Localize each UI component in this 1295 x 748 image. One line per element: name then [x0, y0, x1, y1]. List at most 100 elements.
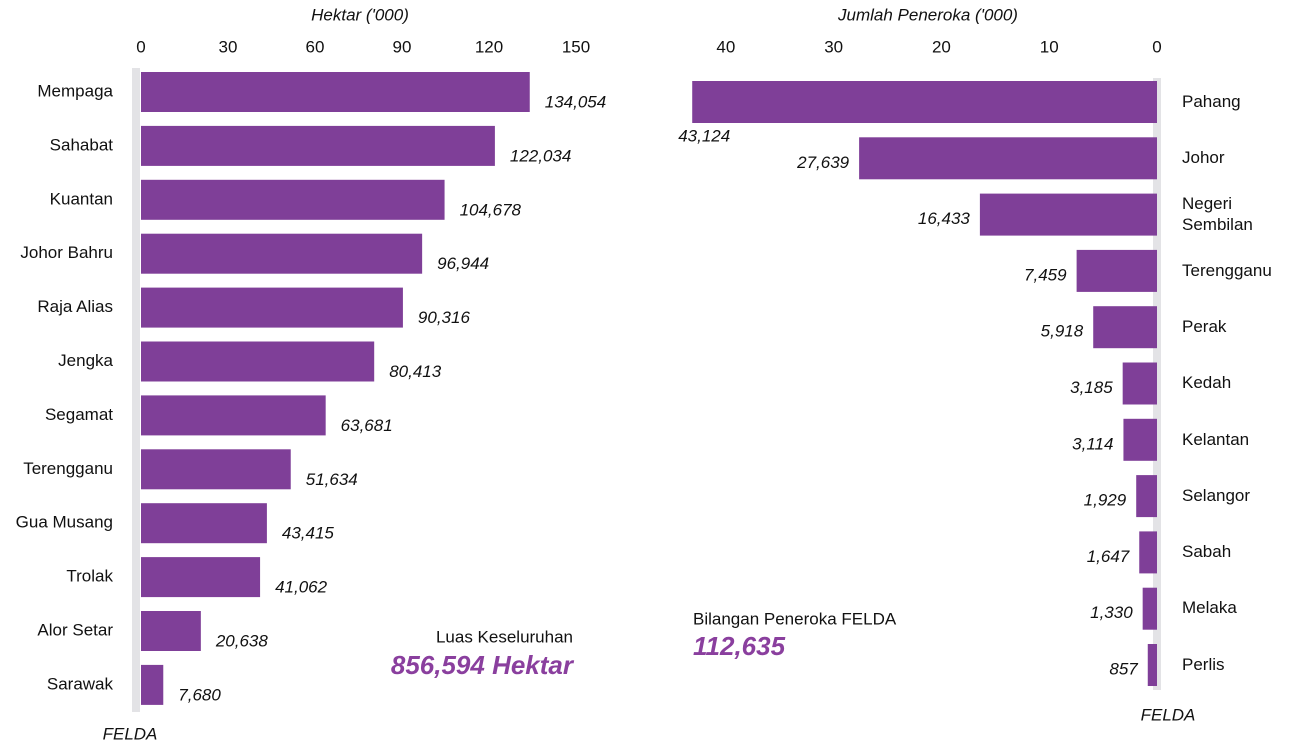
bar — [692, 81, 1157, 123]
bar — [1136, 475, 1157, 518]
category-label: Negeri Sembilan — [1182, 194, 1253, 234]
value-label: 7,680 — [178, 685, 221, 704]
value-label: 90,316 — [418, 308, 471, 327]
category-label-box: Selangor — [1182, 485, 1251, 505]
category-label-box: Terengganu — [1182, 260, 1272, 280]
category-label: Sahabat — [50, 135, 114, 154]
category-label-box: Pahang — [1182, 91, 1241, 111]
x-tick-label: 40 — [716, 37, 735, 56]
value-label: 80,413 — [389, 362, 442, 381]
value-label: 96,944 — [437, 254, 489, 273]
bar — [141, 341, 375, 382]
category-label: Johor — [1182, 148, 1225, 168]
category-label: Perak — [1182, 316, 1227, 336]
category-label: Terengganu — [23, 459, 113, 478]
x-tick-label: 90 — [393, 37, 412, 56]
category-label-box: Sabah — [1182, 542, 1232, 562]
category-label: Alor Setar — [37, 620, 113, 639]
value-label: 1,647 — [1087, 547, 1130, 566]
category-label: Johor Bahru — [20, 243, 113, 262]
category-label: Sabah — [1182, 542, 1232, 562]
category-label: Kelantan — [1182, 429, 1250, 449]
value-label: 122,034 — [510, 146, 571, 165]
category-label: Kedah — [1182, 373, 1232, 393]
value-label: 1,330 — [1090, 603, 1133, 622]
category-label: Selangor — [1182, 485, 1251, 505]
value-label: 857 — [1109, 659, 1138, 678]
category-label-box: Kedah — [1182, 373, 1232, 393]
bar — [141, 179, 445, 220]
category-label: Perlis — [1182, 654, 1225, 674]
bar — [979, 193, 1157, 236]
category-label-box: Johor — [1182, 148, 1225, 168]
category-label: Kuantan — [50, 189, 113, 208]
total-value: 112,635 — [693, 631, 786, 661]
bar — [141, 125, 495, 166]
x-tick-label: 0 — [1152, 37, 1161, 56]
value-label: 3,114 — [1072, 434, 1113, 453]
category-label: Jengka — [58, 351, 113, 370]
category-label-box: Perlis — [1182, 654, 1225, 674]
bar — [141, 395, 326, 436]
x-tick-label: 60 — [306, 37, 325, 56]
value-label: 16,433 — [918, 209, 971, 228]
bar — [141, 611, 201, 651]
axis-bar — [132, 68, 140, 712]
value-label: 3,185 — [1070, 378, 1113, 397]
bar — [141, 449, 291, 490]
x-tick-label: 20 — [932, 37, 951, 56]
value-label: 51,634 — [306, 470, 358, 489]
category-label: Raja Alias — [37, 297, 113, 316]
x-tick-label: 30 — [219, 37, 238, 56]
category-label: Segamat — [45, 405, 113, 424]
value-label: 7,459 — [1024, 265, 1067, 284]
source: FELDA — [103, 724, 158, 743]
value-label: 104,678 — [460, 200, 522, 219]
total-value: 856,594 Hektar — [391, 650, 575, 680]
value-label: 41,062 — [275, 578, 328, 597]
bar — [141, 503, 267, 544]
bar — [141, 287, 403, 328]
category-label: Terengganu — [1182, 260, 1272, 280]
category-label: Mempaga — [37, 81, 113, 100]
axis-title: Jumlah Peneroka ('000) — [837, 5, 1018, 24]
bar — [141, 72, 530, 112]
category-label: Gua Musang — [16, 513, 113, 532]
value-label: 1,929 — [1084, 491, 1127, 510]
total-label: Luas Keseluruhan — [436, 627, 573, 646]
source: FELDA — [1141, 705, 1196, 724]
category-label-box: Negeri Sembilan — [1182, 194, 1253, 234]
category-label-box: Kelantan — [1182, 429, 1250, 449]
bar — [141, 233, 423, 274]
value-label: 63,681 — [341, 416, 393, 435]
x-tick-label: 150 — [562, 37, 590, 56]
bar — [1139, 531, 1157, 574]
bar — [1122, 362, 1157, 405]
category-label-box: Melaka — [1182, 598, 1237, 618]
bar — [1123, 418, 1157, 461]
category-label-box: Perak — [1182, 316, 1227, 336]
value-label: 20,638 — [215, 631, 269, 650]
category-label: Melaka — [1182, 598, 1237, 618]
axis-title: Hektar ('000) — [311, 5, 409, 24]
x-tick-label: 120 — [475, 37, 503, 56]
total-label: Bilangan Peneroka FELDA — [693, 609, 897, 628]
category-label: Pahang — [1182, 91, 1241, 111]
x-tick-label: 30 — [824, 37, 843, 56]
value-label: 43,124 — [678, 126, 730, 145]
x-tick-label: 10 — [1040, 37, 1059, 56]
bar — [1147, 644, 1157, 686]
value-label: 43,415 — [282, 524, 335, 543]
bar — [141, 664, 164, 705]
value-label: 27,639 — [796, 153, 850, 172]
bar — [859, 137, 1157, 180]
category-label: Sarawak — [47, 674, 114, 693]
bar — [1093, 306, 1157, 349]
bar — [141, 557, 261, 598]
x-tick-label: 0 — [136, 37, 145, 56]
category-label: Trolak — [66, 567, 113, 586]
value-label: 134,054 — [545, 92, 606, 111]
value-label: 5,918 — [1041, 322, 1084, 341]
bar — [1076, 249, 1157, 292]
